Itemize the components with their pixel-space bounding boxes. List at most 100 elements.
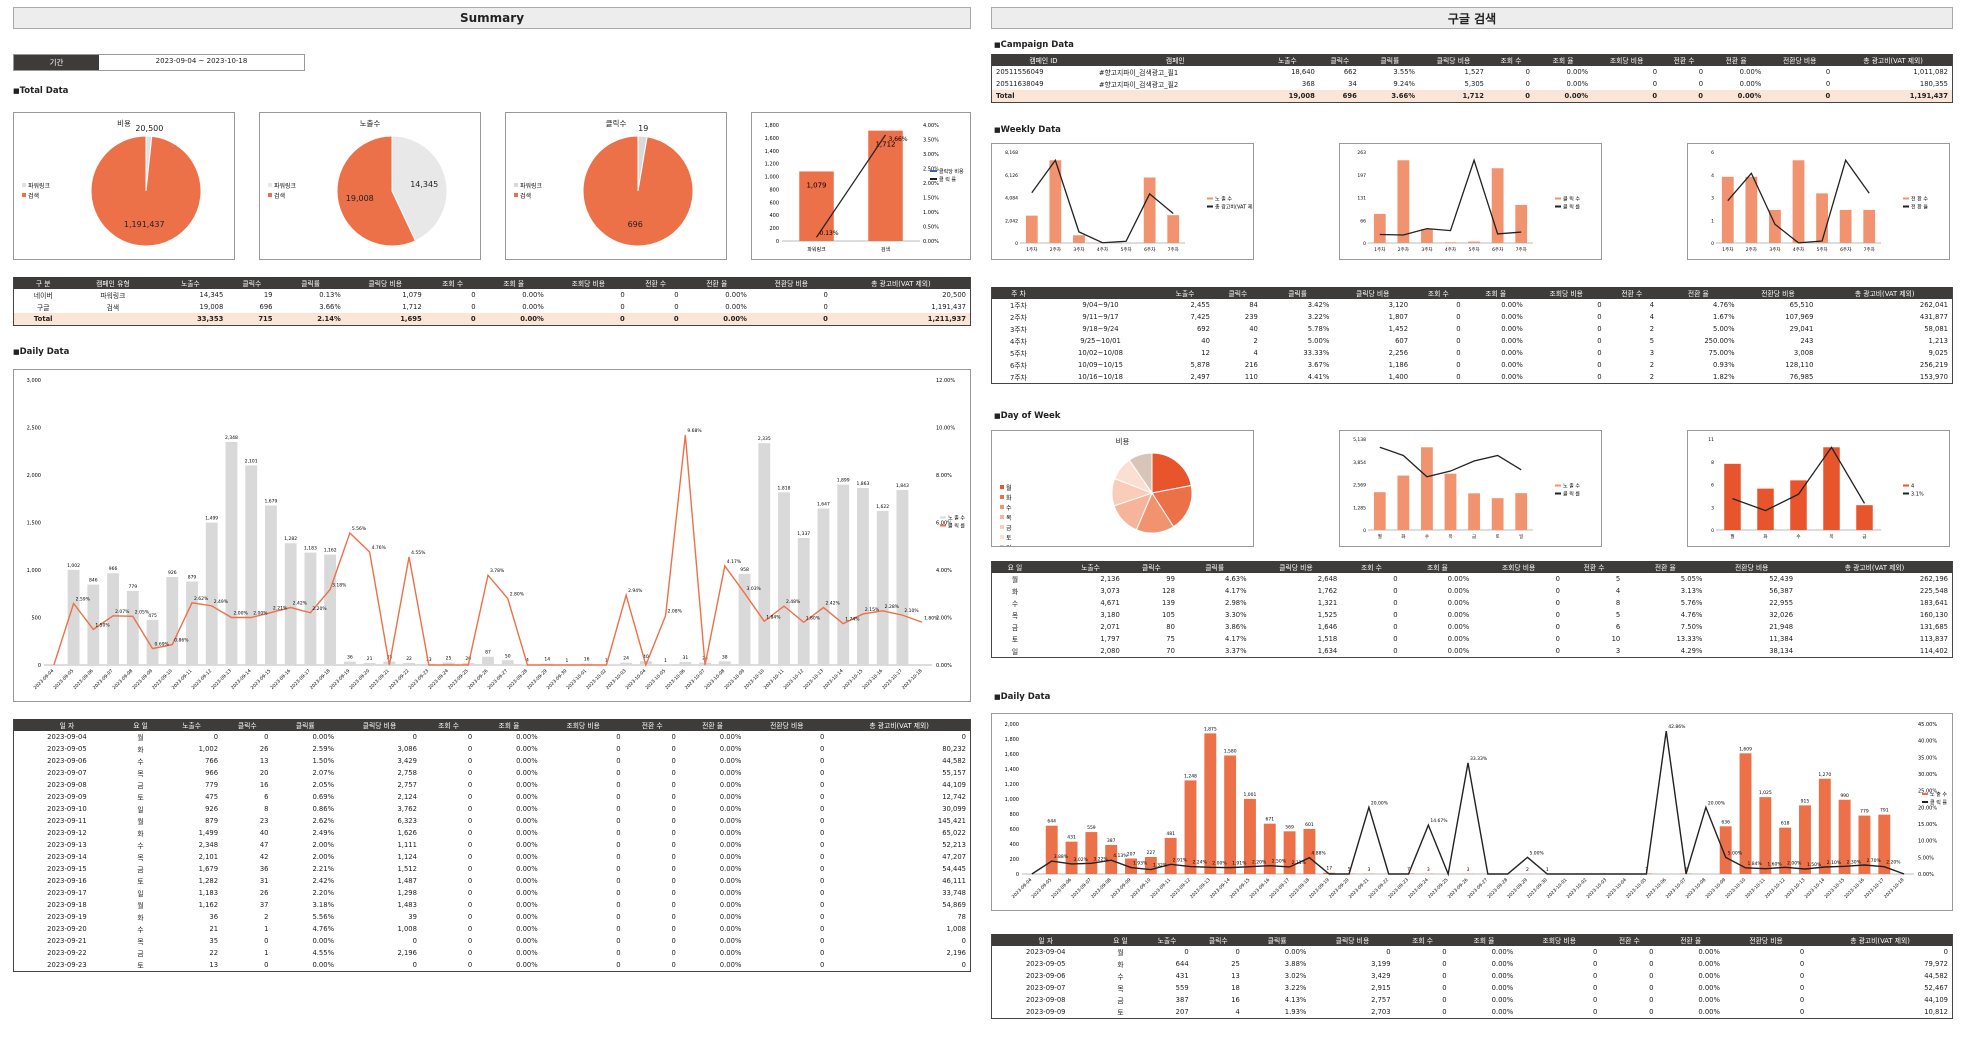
column-header[interactable]: 전환 율 [682, 277, 751, 289]
column-header[interactable]: 조회 율 [1401, 561, 1474, 573]
table-cell: 250.00% [1704, 337, 1735, 345]
table-cell: 4.76% [312, 925, 335, 933]
column-header[interactable]: 조회 율 [1533, 54, 1593, 66]
column-header[interactable]: 일 자 [991, 934, 1100, 946]
line-label: 1.60% [1767, 862, 1782, 868]
column-header[interactable]: 클릭당 비용 [1250, 561, 1342, 573]
column-header[interactable]: 전환 수 [628, 277, 683, 289]
column-header[interactable]: 전환 수 [624, 719, 680, 731]
column-header[interactable]: 클릭률 [1360, 54, 1420, 66]
column-header[interactable]: 클릭률 [1261, 287, 1334, 299]
legend-swatch [514, 193, 518, 197]
column-header[interactable]: 주 차 [991, 287, 1045, 299]
line-label: 2.00% [1212, 860, 1227, 866]
column-header[interactable]: 전환 율 [1707, 54, 1766, 66]
column-header[interactable]: 노출수 [1156, 287, 1214, 299]
column-header[interactable]: 노출수 [1141, 934, 1193, 946]
table-cell: 0 [467, 925, 473, 933]
column-header[interactable]: 조회 율 [476, 719, 542, 731]
column-header[interactable]: 조회 수 [1412, 287, 1465, 299]
period-value[interactable]: 2023-09-04 ~ 2023-10-18 [155, 57, 248, 65]
column-header[interactable]: 조회당 비용 [1526, 287, 1606, 299]
column-header[interactable]: 조회당 비용 [1517, 934, 1602, 946]
column-header[interactable]: 일 자 [13, 719, 120, 731]
column-header[interactable]: 총 광고비(VAT 제외) [1834, 54, 1953, 66]
y-tick: 1,400 [1005, 767, 1019, 773]
column-header[interactable]: 클릭당 비용 [1419, 54, 1488, 66]
table-cell: 0 [823, 303, 828, 311]
column-header[interactable]: 클릭수 [227, 277, 277, 289]
table-cell: 153,970 [1919, 372, 1948, 381]
column-header[interactable]: 조회당 비용 [541, 719, 625, 731]
column-header[interactable]: 전환 수 [1601, 934, 1658, 946]
line-series [1379, 158, 1522, 236]
bar [1721, 176, 1734, 243]
column-header[interactable]: 총 광고비(VAT 제외) [828, 719, 971, 731]
column-header[interactable]: 조회당 비용 [547, 277, 629, 289]
table-cell: 6 [264, 793, 269, 801]
column-header[interactable]: 전환당 비용 [750, 277, 832, 289]
column-header[interactable]: 전환 율 [1624, 561, 1707, 573]
column-header[interactable]: 조회 수 [425, 277, 480, 289]
column-header[interactable]: 클릭당 비용 [1310, 934, 1395, 946]
column-header[interactable]: 클릭률 [272, 719, 339, 731]
column-header[interactable] [1037, 561, 1058, 573]
column-header[interactable]: 노출수 [153, 277, 228, 289]
column-header[interactable]: 클릭수 [1192, 934, 1244, 946]
column-header[interactable]: 클릭수 [1213, 287, 1262, 299]
column-header[interactable]: 조회당 비용 [1592, 54, 1662, 66]
table-cell: 0 [1661, 90, 1708, 102]
column-header[interactable]: 전환당 비용 [1765, 54, 1835, 66]
column-header[interactable]: 전환당 비용 [1706, 561, 1798, 573]
column-header[interactable]: 전환 수 [1661, 54, 1708, 66]
column-header[interactable]: 조회당 비용 [1473, 561, 1564, 573]
column-header[interactable]: 클릭수 [1318, 54, 1361, 66]
table-cell: 4 [1649, 301, 1655, 309]
column-header[interactable]: 조회 율 [1450, 934, 1518, 946]
column-header[interactable] [1044, 287, 1157, 299]
column-header[interactable]: 조회 수 [1394, 934, 1451, 946]
y-tick: 3,000 [27, 378, 41, 384]
table-cell: 44,582 [942, 757, 966, 765]
column-header[interactable]: 노출수 [1255, 54, 1319, 66]
column-header[interactable]: 전환당 비용 [745, 719, 829, 731]
column-header[interactable]: 총 광고비(VAT 제외) [1808, 934, 1953, 946]
column-header[interactable]: 조회 율 [1464, 287, 1527, 299]
column-header[interactable]: 클릭당 비용 [338, 719, 421, 731]
column-header[interactable]: 클릭당 비용 [344, 277, 426, 289]
column-header[interactable]: 전환 수 [1605, 287, 1659, 299]
column-header[interactable]: 요 일 [991, 561, 1038, 573]
column-header[interactable]: 전환 수 [1563, 561, 1625, 573]
column-header[interactable]: 클릭률 [1178, 561, 1251, 573]
column-header[interactable]: 전환 율 [1658, 287, 1739, 299]
column-header[interactable]: 전환당 비용 [1738, 287, 1818, 299]
column-header[interactable]: 클릭률 [1243, 934, 1311, 946]
table-cell: 1,321 [1317, 599, 1338, 607]
column-header[interactable]: 노출수 [1057, 561, 1124, 573]
column-header[interactable]: 총 광고비(VAT 제외) [831, 277, 971, 289]
column-header[interactable]: 클릭률 [276, 277, 345, 289]
column-header[interactable]: 조회 수 [1341, 561, 1402, 573]
table-cell: 0.00% [1566, 80, 1589, 88]
table-cell: 0 [616, 781, 621, 789]
column-header[interactable]: 구 분 [13, 277, 73, 289]
column-header[interactable]: 캠페인 ID [991, 54, 1095, 66]
bar [501, 660, 514, 665]
column-header[interactable]: 캠페인 유형 [72, 277, 154, 289]
column-header[interactable]: 요 일 [119, 719, 162, 731]
column-header[interactable]: 클릭당 비용 [1333, 287, 1413, 299]
column-header[interactable]: 요 일 [1099, 934, 1142, 946]
column-header[interactable]: 전환 율 [1657, 934, 1724, 946]
column-header[interactable]: 캠페인 [1094, 54, 1256, 66]
column-header[interactable]: 전환 율 [679, 719, 746, 731]
column-header[interactable]: 클릭수 [1123, 561, 1179, 573]
column-header[interactable]: 전환당 비용 [1723, 934, 1809, 946]
column-header[interactable]: 조회 수 [1488, 54, 1534, 66]
column-header[interactable]: 총 광고비(VAT 제외) [1817, 287, 1953, 299]
bar-label: 1,679 [264, 498, 277, 504]
column-header[interactable]: 노출수 [161, 719, 223, 731]
column-header[interactable]: 총 광고비(VAT 제외) [1797, 561, 1953, 573]
column-header[interactable]: 조회 수 [420, 719, 477, 731]
column-header[interactable]: 클릭수 [222, 719, 273, 731]
column-header[interactable]: 조회 율 [479, 277, 548, 289]
